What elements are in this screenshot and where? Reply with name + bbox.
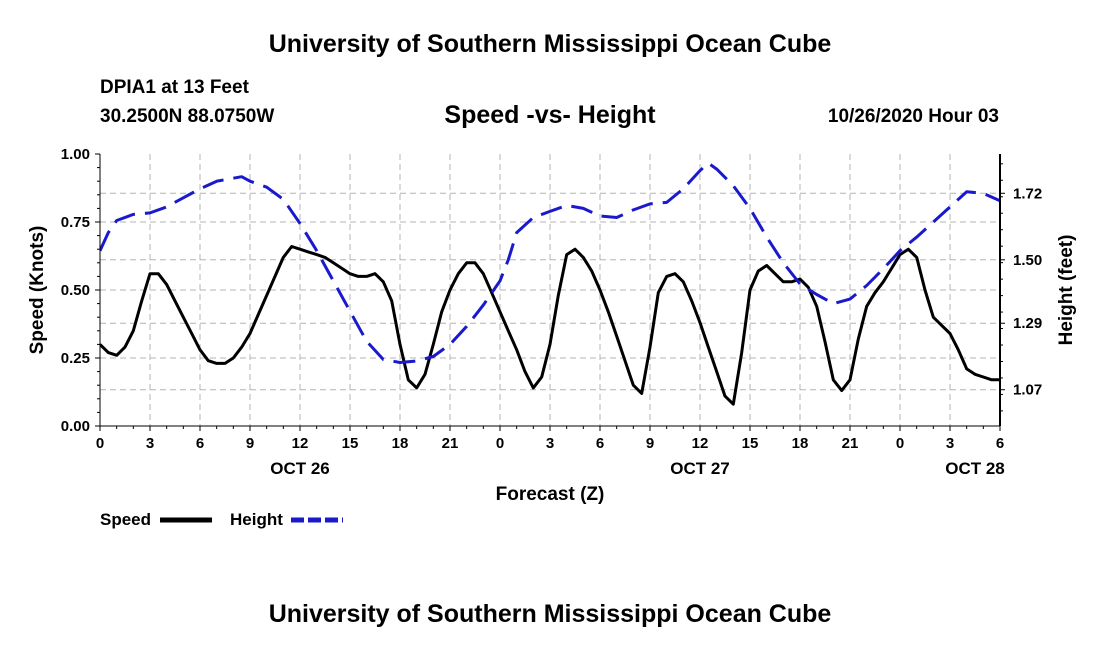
series-line-speed: [100, 245, 1000, 406]
station-coordinates: 30.2500N 88.0750W: [100, 106, 275, 127]
chart-title: Speed -vs- Height: [444, 101, 656, 129]
y2-tick-label: 1.72: [1013, 185, 1042, 202]
page-title: University of Southern Mississippi Ocean…: [268, 30, 832, 58]
date-label: OCT 28: [945, 459, 1005, 478]
x-axis-title: Forecast (Z): [496, 484, 605, 505]
x-tick-label: 9: [646, 435, 654, 452]
x-tick-label: 21: [842, 435, 859, 452]
date-label: OCT 26: [270, 459, 330, 478]
x-tick-label: 3: [546, 435, 554, 452]
x-tick-label: 0: [96, 435, 104, 452]
y-tick-label: 0.00: [61, 418, 90, 435]
series-line-height: [100, 161, 1000, 364]
x-tick-label: 18: [392, 435, 409, 452]
station-label: DPIA1 at 13 Feet: [100, 77, 249, 98]
axes: 0 3 6 9 12 15 18 21 0 3 6 9 12 15 18 21 0 3 6 OCT 26 OCT 27 O…: [61, 146, 1042, 478]
x-tick-label: 6: [196, 435, 204, 452]
legend-label-height: Height: [230, 510, 283, 529]
y-tick-label: 0.75: [61, 214, 90, 231]
x-tick-label: 0: [896, 435, 904, 452]
x-tick-label: 6: [996, 435, 1004, 452]
x-tick-label: 21: [442, 435, 459, 452]
legend-label-speed: Speed: [100, 510, 151, 529]
x-tick-label: 0: [496, 435, 504, 452]
legend: Speed Height: [100, 510, 343, 529]
y2-tick-label: 1.29: [1013, 315, 1042, 332]
x-tick-label: 18: [792, 435, 809, 452]
run-timestamp: 10/26/2020 Hour 03: [827, 106, 999, 127]
y2-axis-title: Height (feet): [1056, 235, 1077, 346]
date-label: OCT 27: [670, 459, 730, 478]
y-axis-title: Speed (Knots): [27, 226, 48, 355]
y-tick-label: 1.00: [61, 146, 90, 163]
y-tick-label: 0.50: [61, 282, 90, 299]
x-tick-label: 12: [292, 435, 309, 452]
grid: [100, 154, 1000, 426]
x-tick-label: 6: [596, 435, 604, 452]
axis-labels: Forecast (Z) Speed (Knots) Height (feet): [27, 226, 1077, 505]
y-tick-label: 0.25: [61, 350, 90, 367]
x-tick-label: 15: [342, 435, 359, 452]
x-tick-label: 3: [146, 435, 154, 452]
x-tick-label: 15: [742, 435, 759, 452]
x-tick-label: 3: [946, 435, 954, 452]
x-tick-label: 12: [692, 435, 709, 452]
footer-title: University of Southern Mississippi Ocean…: [268, 600, 832, 628]
y2-tick-label: 1.50: [1013, 252, 1042, 269]
x-tick-label: 9: [246, 435, 254, 452]
y2-tick-label: 1.07: [1013, 382, 1042, 399]
series-layer: [100, 161, 1000, 406]
